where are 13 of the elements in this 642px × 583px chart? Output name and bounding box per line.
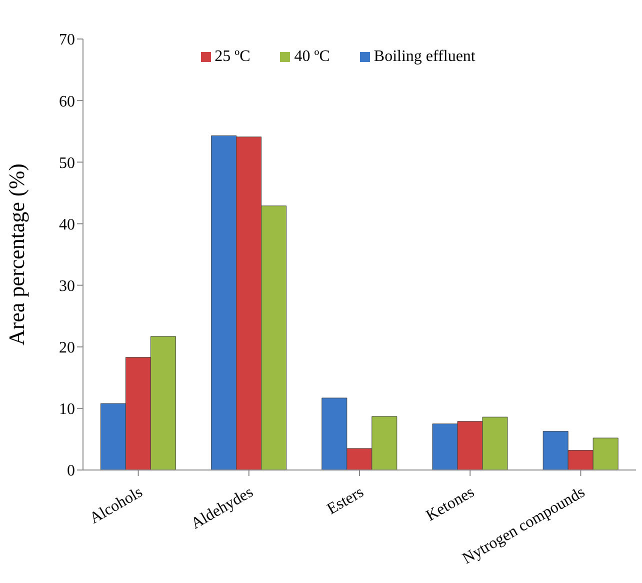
legend-label: 40 ºC bbox=[294, 48, 330, 65]
y-tick-label: 60 bbox=[59, 93, 75, 110]
y-tick-label: 50 bbox=[59, 154, 75, 172]
x-tick-label: Esters bbox=[324, 484, 367, 518]
y-tick-label: 20 bbox=[59, 340, 75, 357]
legend-label: Boiling effluent bbox=[374, 48, 476, 65]
y-tick-label: 30 bbox=[59, 278, 75, 295]
y-tick-label: 10 bbox=[59, 401, 75, 418]
y-tick-label: 40 bbox=[59, 216, 75, 234]
y-axis-title: Area percentage (%) bbox=[4, 164, 29, 346]
y-tick-label: 0 bbox=[67, 462, 75, 480]
y-tick-label: 70 bbox=[59, 32, 75, 49]
legend-label: 25 ºC bbox=[214, 48, 250, 65]
